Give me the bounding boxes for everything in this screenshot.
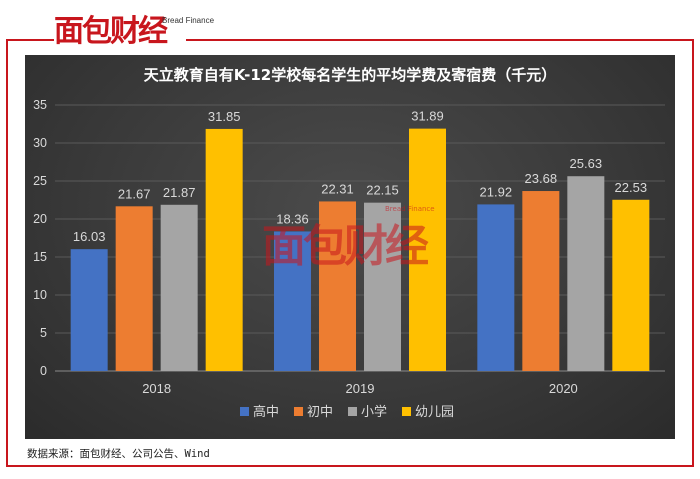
- legend-label: 初中: [307, 405, 333, 420]
- data-source-note: 数据来源：面包财经、公司公告、Wind: [27, 448, 210, 460]
- y-tick-label: 0: [40, 364, 47, 378]
- watermark-english: Bread Finance: [385, 205, 435, 213]
- y-tick-label: 5: [40, 326, 47, 340]
- y-tick-label: 15: [33, 250, 47, 264]
- x-axis: 2018 2019 2020: [142, 381, 578, 396]
- bar-1-3: [409, 128, 446, 371]
- legend-swatch: [240, 407, 249, 416]
- logo-english-text: Bread Finance: [162, 16, 215, 25]
- data-label: 23.68: [525, 171, 558, 186]
- frame-top-line-right: [186, 39, 694, 41]
- legend-label: 高中: [253, 404, 279, 420]
- bar-chart: 天立教育自有K-12学校每名学生的平均学费及寄宿费（千元） 0 5 10 15 20 25…: [33, 66, 665, 420]
- legend: 高中 初中 小学 幼儿园: [240, 404, 454, 420]
- bar-1-1: [319, 201, 356, 371]
- legend-swatch: [402, 407, 411, 416]
- frame-bottom-line: [6, 465, 694, 467]
- bar-0-0: [70, 249, 108, 371]
- data-label: 21.92: [480, 184, 513, 199]
- bar-0-2: [160, 204, 198, 371]
- data-label: 18.36: [276, 211, 309, 226]
- bar-2-1: [522, 191, 560, 371]
- y-tick-label: 35: [33, 98, 47, 112]
- bar-1-2: [364, 202, 401, 371]
- data-label: 31.85: [208, 109, 241, 124]
- data-label: 22.15: [366, 183, 399, 198]
- y-tick-label: 30: [33, 136, 47, 150]
- legend-swatch: [294, 407, 303, 416]
- bar-1-0: [274, 231, 311, 371]
- bar-0-1: [115, 206, 153, 371]
- chart-title: 天立教育自有K-12学校每名学生的平均学费及寄宿费（千元）: [144, 66, 556, 84]
- y-tick-label: 25: [33, 174, 47, 188]
- data-label: 16.03: [73, 229, 106, 244]
- x-category-label: 2019: [346, 381, 375, 396]
- brand-logo: 面包财经 Bread Finance: [54, 14, 214, 50]
- data-label: 25.63: [570, 156, 603, 171]
- data-label: 31.89: [411, 109, 444, 124]
- frame-right-line: [692, 39, 694, 467]
- data-labels: 16.03 21.67 21.87 31.85 18.36 22.31 22.15 31.89…: [73, 109, 647, 245]
- chart-panel: 天立教育自有K-12学校每名学生的平均学费及寄宿费（千元） 0 5 10 15 20 25…: [25, 55, 675, 439]
- bar-2-0: [477, 204, 515, 371]
- gridlines: [55, 104, 665, 372]
- bar-2-3: [612, 199, 650, 371]
- bars: [70, 128, 650, 371]
- data-label: 21.67: [118, 186, 151, 201]
- x-category-label: 2018: [142, 381, 171, 396]
- y-tick-label: 10: [33, 288, 47, 302]
- legend-label: 小学: [361, 404, 387, 420]
- legend-swatch: [348, 407, 357, 416]
- x-category-label: 2020: [549, 381, 578, 396]
- data-label: 21.87: [163, 185, 196, 200]
- bar-2-2: [567, 176, 605, 371]
- frame-left-line: [6, 39, 8, 467]
- watermark-logo: 面包财经: [262, 221, 429, 272]
- y-axis: 0 5 10 15 20 25 30 35: [33, 98, 47, 378]
- y-tick-label: 20: [33, 212, 47, 226]
- logo-text: 面包财经: [54, 14, 168, 49]
- legend-label: 幼儿园: [415, 405, 454, 420]
- data-label: 22.31: [321, 181, 354, 196]
- frame-top-line: [6, 39, 54, 41]
- data-label: 22.53: [615, 180, 648, 195]
- bar-0-3: [205, 128, 243, 371]
